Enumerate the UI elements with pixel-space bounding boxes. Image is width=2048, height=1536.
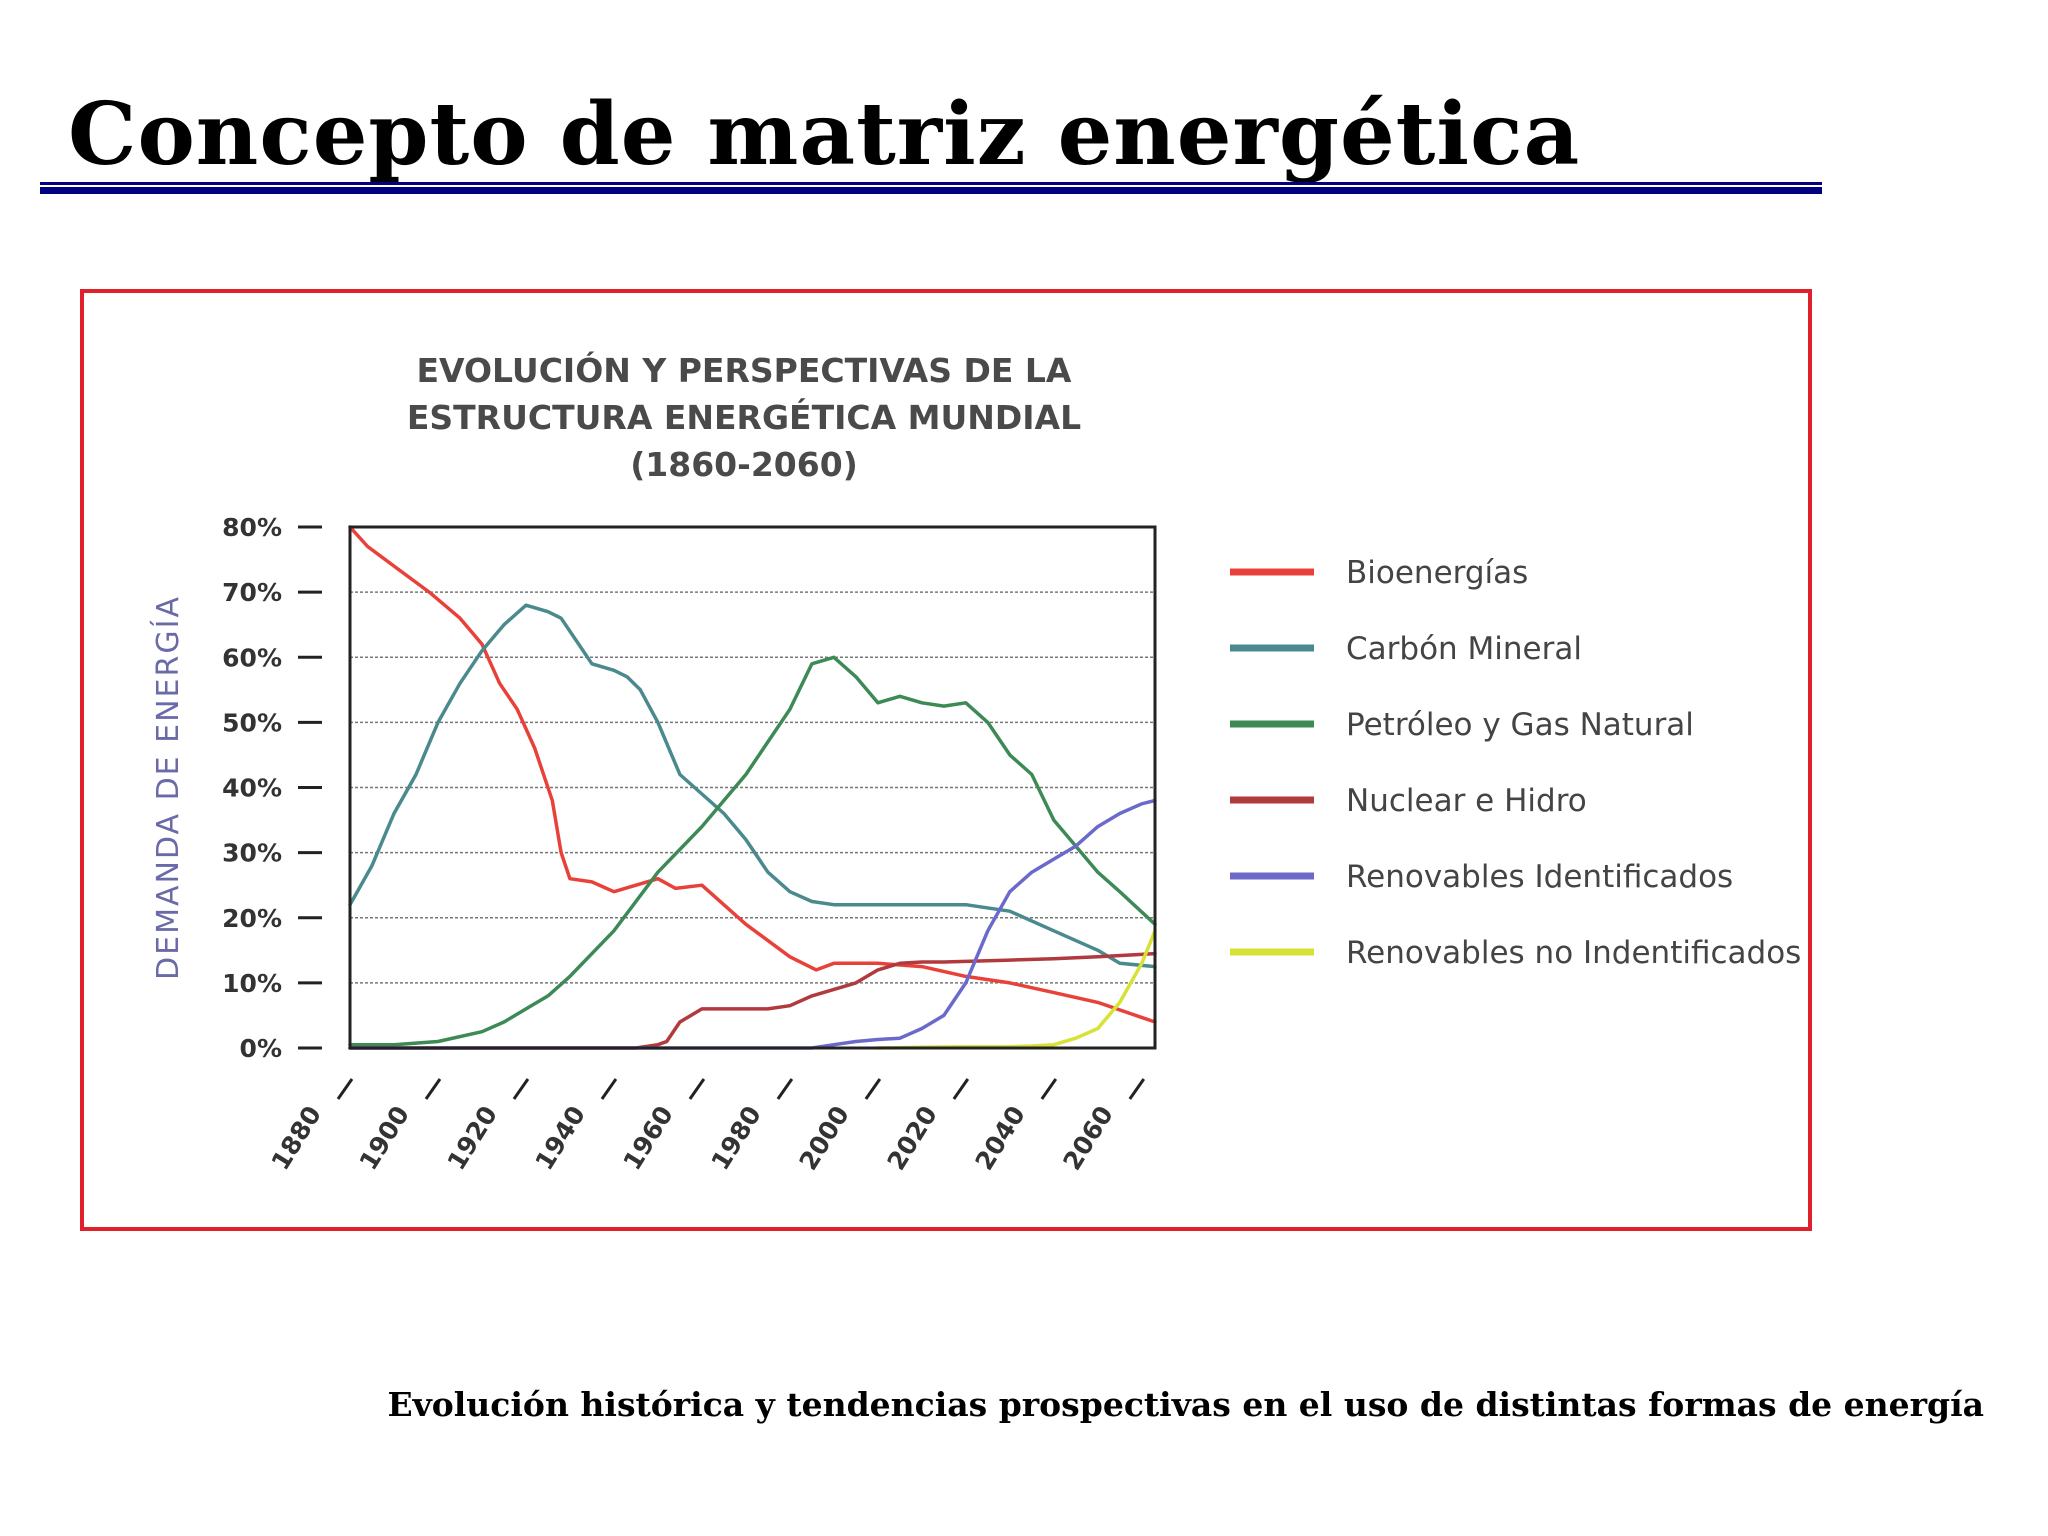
- chart-title-line: ESTRUCTURA ENERGÉTICA MUNDIAL: [407, 397, 1081, 437]
- y-tick-label: 20%: [222, 904, 282, 933]
- gridlines: [350, 591, 1155, 984]
- chart-title-line: (1860-2060): [630, 445, 858, 484]
- x-tick-label: 1940: [530, 1101, 591, 1175]
- plot-border: [348, 525, 1157, 1050]
- x-axis-ticks: 1880 1900 1920 1940 1960 1980 2000 2020 2040 2060: [266, 1078, 1146, 1175]
- series-line-1: [348, 603, 1157, 969]
- slide-caption: Evolución histórica y tendencias prospec…: [387, 1385, 1984, 1424]
- y-axis-label-group: DEMANDA DE ENERGÍA: [150, 595, 186, 980]
- title-underline-thin: [40, 182, 1822, 185]
- legend: Bioenergías Carbón Mineral Petróleo y Gas …: [1230, 555, 1801, 971]
- x-tick-label: 1900: [354, 1101, 415, 1175]
- y-axis-label: DEMANDA DE ENERGÍA: [150, 595, 186, 980]
- legend-label: Petróleo y Gas Natural: [1346, 707, 1694, 743]
- y-tick-label: 40%: [222, 774, 282, 803]
- x-tick-mark: [952, 1078, 970, 1100]
- series-line-3: [348, 951, 1157, 1050]
- chart-title-line: EVOLUCIÓN Y PERSPECTIVAS DE LA: [417, 350, 1072, 390]
- legend-label: Renovables no Indentificados: [1346, 935, 1801, 971]
- chart-frame: EVOLUCIÓN Y PERSPECTIVAS DE LA ESTRUCTURA…: [80, 289, 1812, 1231]
- x-tick-label: 2000: [793, 1101, 854, 1175]
- y-tick-label: 0%: [240, 1034, 282, 1063]
- x-tick-label: 2040: [969, 1101, 1030, 1175]
- y-tick-label: 80%: [222, 513, 282, 542]
- chart-title: EVOLUCIÓN Y PERSPECTIVAS DE LA ESTRUCTURA…: [407, 350, 1081, 484]
- energy-chart: EVOLUCIÓN Y PERSPECTIVAS DE LA ESTRUCTURA…: [150, 350, 1801, 1175]
- x-tick-mark: [424, 1078, 442, 1100]
- legend-label: Carbón Mineral: [1346, 631, 1582, 667]
- x-tick-mark: [1128, 1078, 1146, 1100]
- series-line-2: [348, 655, 1157, 1047]
- slide-title: Concepto de matriz energética: [68, 84, 1581, 185]
- plot-area-border: [348, 525, 1157, 1050]
- series-line-4: [348, 798, 1157, 1050]
- title-underline-thick: [40, 187, 1822, 194]
- y-tick-label: 70%: [222, 578, 282, 607]
- y-tick-label: 60%: [222, 643, 282, 672]
- x-tick-label: 1880: [266, 1101, 327, 1175]
- legend-label: Bioenergías: [1346, 555, 1528, 591]
- x-tick-label: 1920: [442, 1101, 503, 1175]
- x-tick-mark: [1040, 1078, 1058, 1100]
- y-tick-label: 30%: [222, 839, 282, 868]
- x-tick-mark: [600, 1078, 618, 1100]
- y-tick-label: 50%: [222, 708, 282, 737]
- series-lines: [348, 525, 1157, 1050]
- x-tick-mark: [776, 1078, 794, 1100]
- x-tick-mark: [688, 1078, 706, 1100]
- x-tick-label: 1980: [706, 1101, 767, 1175]
- x-tick-label: 2020: [881, 1101, 942, 1175]
- x-tick-label: 2060: [1057, 1101, 1118, 1175]
- legend-label: Nuclear e Hidro: [1346, 783, 1587, 819]
- x-tick-mark: [864, 1078, 882, 1100]
- x-tick-mark: [512, 1078, 530, 1100]
- y-axis-ticks: 0% 10% 20% 30% 40% 50% 60% 70% 80%: [222, 513, 322, 1063]
- legend-label: Renovables Identificados: [1346, 859, 1733, 895]
- series-line-0: [348, 525, 1157, 1024]
- x-tick-mark: [336, 1078, 354, 1100]
- x-tick-label: 1960: [618, 1101, 679, 1175]
- y-tick-label: 10%: [222, 969, 282, 998]
